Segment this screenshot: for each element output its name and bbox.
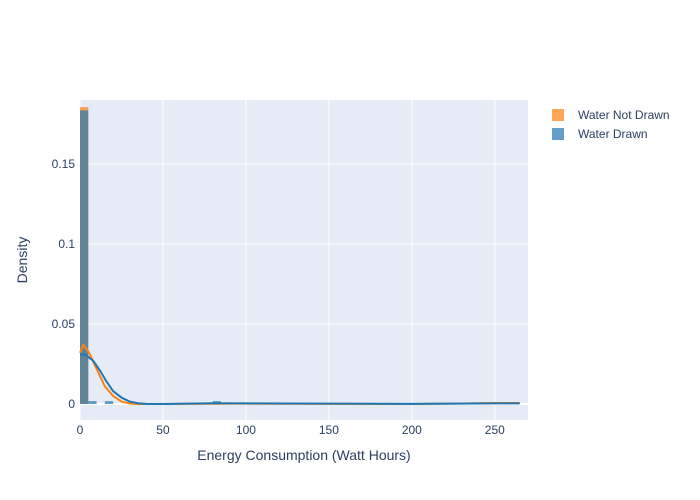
- x-tick-label: 50: [156, 423, 170, 437]
- histogram-bar: [104, 401, 114, 404]
- x-tick-labels: 0 50 100 150 200 250: [77, 423, 505, 437]
- legend-item[interactable]: Water Not Drawn: [552, 108, 670, 122]
- y-tick-label: 0.05: [52, 317, 76, 331]
- legend-swatch: [552, 109, 564, 121]
- x-tick-label: 100: [236, 423, 256, 437]
- histogram-bar: [80, 110, 89, 405]
- y-tick-label: 0.15: [52, 157, 76, 171]
- plot-background: [80, 100, 528, 420]
- legend-label: Water Drawn: [578, 127, 648, 141]
- legend: Water Not Drawn Water Drawn: [552, 108, 670, 141]
- kde-lines: [79, 342, 520, 406]
- legend-swatch: [552, 128, 564, 140]
- kde-line: [80, 353, 520, 406]
- y-tick-labels: 0 0.05 0.1 0.15: [52, 157, 76, 411]
- y-axis-title: Density: [14, 237, 30, 284]
- x-axis-title: Energy Consumption (Watt Hours): [197, 447, 410, 463]
- y-tick-label: 0.1: [58, 237, 75, 251]
- legend-label: Water Not Drawn: [578, 108, 670, 122]
- x-tick-label: 0: [77, 423, 84, 437]
- y-tick-label: 0: [68, 397, 75, 411]
- histogram-bar: [88, 401, 97, 404]
- legend-item[interactable]: Water Drawn: [552, 127, 648, 141]
- x-tick-label: 200: [402, 423, 422, 437]
- x-tick-label: 250: [485, 423, 505, 437]
- x-tick-label: 150: [319, 423, 339, 437]
